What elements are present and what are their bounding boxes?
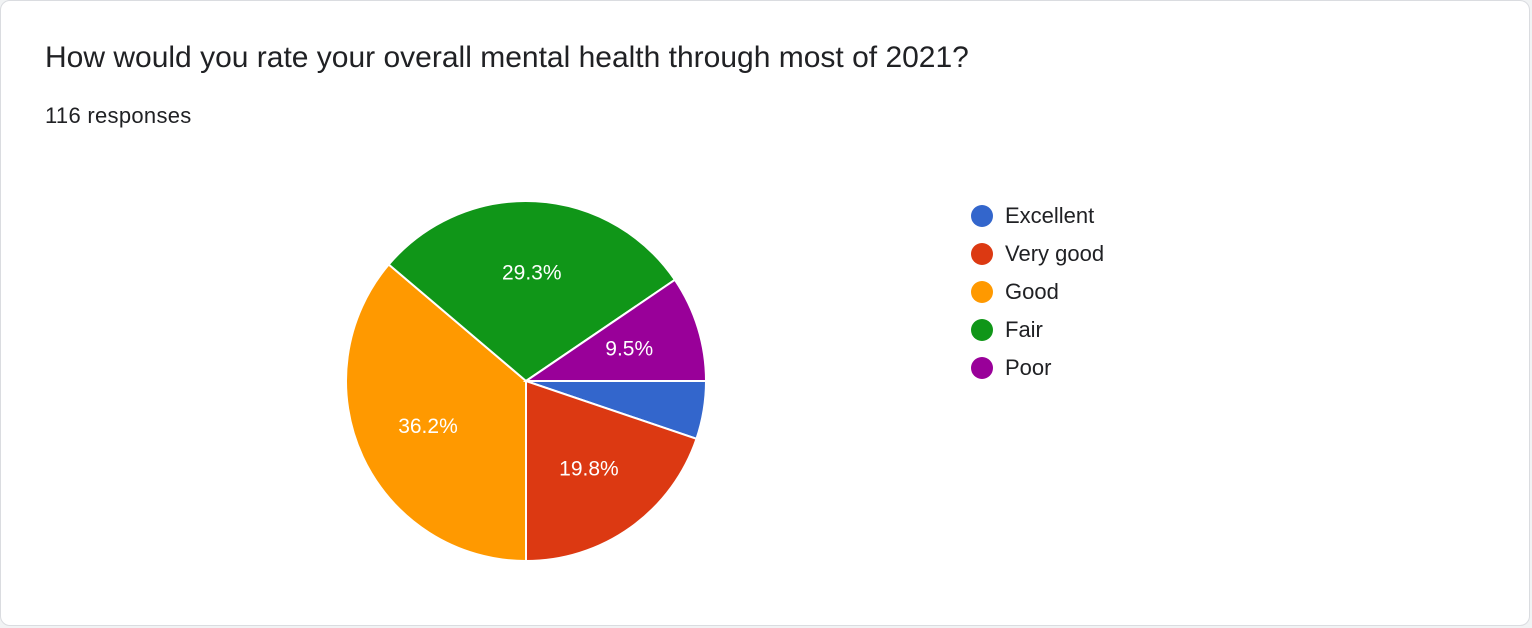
legend-item-poor: Poor xyxy=(971,349,1104,387)
legend-item-fair: Fair xyxy=(971,311,1104,349)
legend-swatch-icon xyxy=(971,281,993,303)
pie-slice-very-good[interactable] xyxy=(525,379,698,563)
response-count: 116 responses xyxy=(45,103,192,128)
legend-label: Poor xyxy=(1005,355,1052,380)
slice-label-fair: 29.3% xyxy=(502,262,562,285)
legend-swatch-icon xyxy=(971,357,993,379)
pie-chart: 19.8% 36.2% 29.3% 9.5% xyxy=(345,200,708,563)
slice-label-good: 36.2% xyxy=(398,415,458,438)
pie-slice-good[interactable] xyxy=(345,263,527,563)
pie-slice-fair[interactable] xyxy=(387,200,677,383)
question-title: How would you rate your overall mental h… xyxy=(45,41,969,74)
legend-item-very-good: Very good xyxy=(971,235,1104,273)
legend-swatch-icon xyxy=(971,243,993,265)
legend-label: Good xyxy=(1005,279,1059,304)
slice-label-poor: 9.5% xyxy=(605,338,653,361)
chart-legend: Excellent Very good Good Fair Poor xyxy=(971,197,1104,387)
legend-label: Very good xyxy=(1005,241,1105,266)
legend-swatch-icon xyxy=(971,205,993,227)
legend-label: Excellent xyxy=(1005,203,1095,228)
legend-label: Fair xyxy=(1005,317,1043,342)
slice-label-very-good: 19.8% xyxy=(559,457,619,480)
legend-item-good: Good xyxy=(971,273,1104,311)
legend-item-excellent: Excellent xyxy=(971,197,1104,235)
pie-slice-poor[interactable] xyxy=(522,278,708,382)
legend-swatch-icon xyxy=(971,319,993,341)
